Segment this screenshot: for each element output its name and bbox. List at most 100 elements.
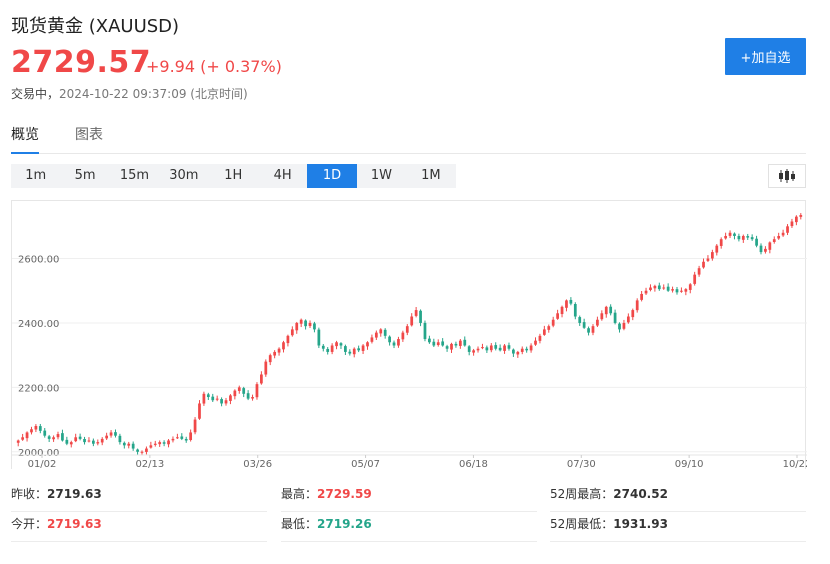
x-tick-label: 10/22 [783,459,807,470]
candle-body [273,351,277,356]
candle-body [454,343,458,346]
candle-body [790,221,794,227]
candle-body [640,293,643,300]
candle-body [69,442,73,445]
candle-body [109,432,113,436]
candle-body [184,438,188,441]
candle-body [397,339,400,346]
candle-body [246,393,250,399]
candle-body [609,306,613,314]
candle-body [313,323,316,330]
candle-body [30,429,33,433]
candle-body [321,345,325,349]
candle-body [578,317,582,323]
candle-body [759,245,763,253]
candle-body [118,435,122,443]
y-tick-label: 2600.00 [18,255,59,266]
candle-body [114,432,117,436]
candle-body [445,346,449,349]
period-1mo[interactable]: 1M [421,168,441,183]
candle-body [268,355,272,363]
candle-body [534,340,537,345]
candle-body [237,387,241,391]
period-1m[interactable]: 1m [25,168,47,183]
candle-body [410,316,414,326]
candle-body [171,438,175,441]
candle-body [379,329,383,334]
price-chart[interactable]: 2000.00 2200.00 2400.00 2600.00 01/02 02/13 03… [11,200,807,470]
period-1w[interactable]: 1W [370,168,392,183]
candle-body [348,351,352,354]
candle-body [706,258,710,261]
candle-body [87,440,91,442]
candle-body [538,335,542,341]
period-1h[interactable]: 1H [224,168,243,183]
candle-body [697,268,701,275]
stat-label: 最高： [281,487,318,501]
y-tick-label: 2400.00 [18,319,59,330]
tab-chart[interactable]: 图表 [75,127,103,143]
candle-body [16,440,20,443]
main-tabs: 概览 图表 [11,124,806,154]
candle-body [242,388,246,394]
candle-body [503,345,506,351]
tab-overview[interactable]: 概览 [11,124,39,154]
candle-body [799,215,803,217]
candle-body [180,436,184,439]
period-5m[interactable]: 5m [74,168,96,183]
candle-body [405,326,409,333]
candle-body [229,395,232,401]
candle-body [330,345,334,352]
candle-body [122,442,126,446]
stat-value: 2740.52 [613,487,668,501]
candle-body [308,322,312,326]
candle-body [428,338,431,343]
y-tick-label: 2000.00 [18,448,59,459]
period-4h[interactable]: 4H [273,168,292,183]
candle-body [21,437,25,440]
candle-body [569,299,573,304]
x-tick-label: 01/02 [28,459,57,470]
candle-body [684,289,688,292]
candle-body [626,316,630,323]
period-1d[interactable]: 1D [307,164,357,188]
candle-body [401,332,405,340]
stat-open: 今开：2719.63 [11,510,267,542]
candle-body [768,242,772,250]
candle-body [295,322,299,331]
price-change: +9.94 (+ 0.37%) [146,57,282,76]
candle-body [193,419,197,433]
candle-body [671,289,674,291]
candle-body [781,232,785,236]
candle-body [631,310,635,318]
chart-type-button[interactable] [768,164,806,188]
candle-body [436,342,440,346]
candle-body [450,343,453,350]
candle-body [335,342,338,347]
candle-body [666,286,670,291]
candle-body [649,287,652,291]
stat-label: 52周最高： [550,487,614,501]
candle-body [78,436,82,439]
candle-body [96,442,100,444]
candle-body [215,398,219,400]
candle-body [38,426,42,431]
candle-body [680,290,683,292]
candle-body [83,439,86,443]
candle-body [432,341,436,346]
add-watchlist-button[interactable]: +加自选 [725,38,806,75]
period-30m[interactable]: 30m [169,168,199,183]
candle-body [591,326,595,333]
candle-body [489,345,493,351]
candle-body [198,403,201,419]
y-tick-label: 2200.00 [18,383,59,394]
candle-body [587,328,590,333]
period-15m[interactable]: 15m [119,168,150,183]
candle-body [140,451,144,453]
candle-body [653,285,657,289]
candle-body [374,332,378,338]
candle-body [158,442,162,445]
candle-body [52,437,55,440]
candle-body [777,235,781,239]
x-tick-label: 03/26 [243,459,272,470]
